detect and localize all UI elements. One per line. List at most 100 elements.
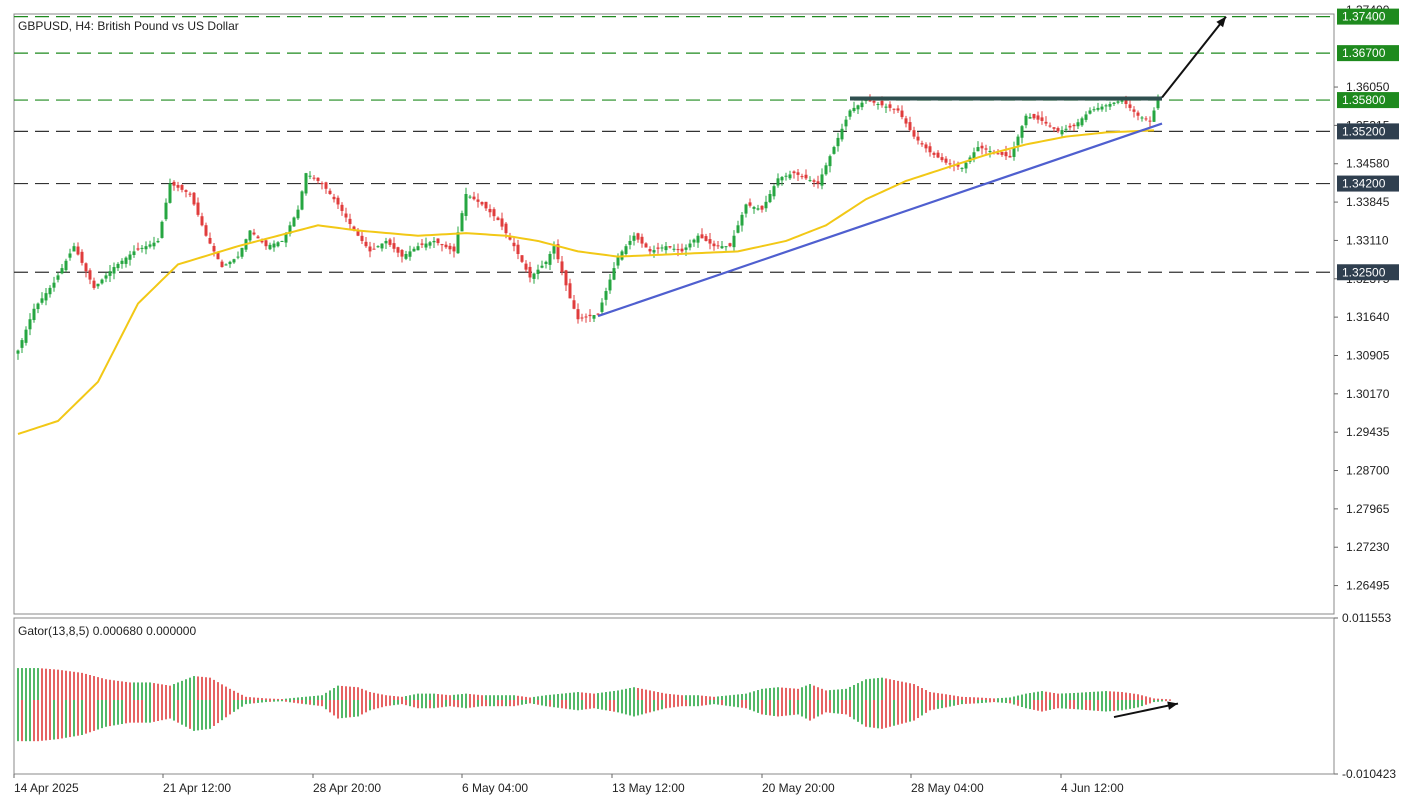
- bull-candle: [604, 291, 608, 300]
- bear-candle: [264, 240, 268, 247]
- bear-candle: [648, 249, 652, 252]
- bull-candle: [276, 242, 280, 247]
- bear-candle: [400, 250, 404, 257]
- bull-candle: [1076, 122, 1080, 127]
- bear-candle: [1144, 118, 1148, 120]
- bull-candle: [1140, 117, 1144, 119]
- bear-candle: [920, 143, 924, 145]
- ascending-trendline[interactable]: [597, 122, 1163, 318]
- bear-candle: [212, 245, 216, 252]
- bear-candle: [448, 245, 452, 250]
- bull-candle: [248, 230, 252, 241]
- bull-candle: [292, 217, 296, 227]
- bull-candle: [44, 293, 48, 301]
- bull-candle: [632, 235, 636, 241]
- bear-candle: [912, 130, 916, 137]
- bull-candle: [28, 319, 32, 330]
- bull-candle: [20, 340, 24, 348]
- bear-candle: [1148, 120, 1152, 122]
- bear-candle: [80, 251, 84, 263]
- breakout-arrow-line: [1161, 15, 1227, 99]
- bull-candle: [240, 247, 244, 257]
- bull-candle: [164, 202, 168, 220]
- bull-candle: [628, 240, 632, 245]
- bull-candle: [1020, 126, 1024, 138]
- bull-candle: [60, 268, 64, 274]
- bear-candle: [792, 171, 796, 174]
- y-tick-label: 1.34580: [1346, 157, 1390, 171]
- bull-candle: [696, 235, 700, 243]
- bull-candle: [424, 243, 428, 248]
- bull-candle: [1112, 102, 1116, 104]
- bull-candle: [72, 246, 76, 252]
- gator-y-tick-label: -0.010423: [1342, 767, 1396, 781]
- main-price-panel[interactable]: 1.360501.353151.345801.338451.331101.323…: [13, 3, 1399, 615]
- bull-candle: [416, 246, 420, 251]
- bull-candle: [1064, 128, 1068, 130]
- bear-candle: [816, 181, 820, 184]
- bear-candle: [708, 239, 712, 244]
- bear-candle: [528, 266, 532, 278]
- bull-candle: [1108, 104, 1112, 107]
- bull-candle: [1100, 106, 1104, 110]
- bear-candle: [576, 309, 580, 320]
- gator-bars-group: [17, 668, 1171, 742]
- bear-candle: [396, 247, 400, 253]
- bear-candle: [500, 218, 504, 227]
- bull-candle: [616, 256, 620, 266]
- bull-candle: [600, 302, 604, 312]
- y-tick-label: 1.30905: [1346, 348, 1390, 362]
- bear-candle: [680, 248, 684, 252]
- y-tick-label: 1.33845: [1346, 195, 1390, 209]
- bull-candle: [456, 232, 460, 254]
- bear-candle: [704, 236, 708, 241]
- gator-indicator-panel[interactable]: 0.011553 -0.010423: [13, 611, 1396, 781]
- bull-candle: [808, 180, 812, 182]
- y-tick-label: 1.27230: [1346, 540, 1390, 554]
- bull-candle: [412, 248, 416, 252]
- bear-candle: [904, 118, 908, 124]
- y-tick-label: 1.30170: [1346, 387, 1390, 401]
- bull-candle: [272, 243, 276, 248]
- bull-candle: [408, 251, 412, 257]
- x-tick-label: 4 Jun 12:00: [1061, 781, 1124, 795]
- bear-candle: [316, 177, 320, 181]
- bull-candle: [1012, 147, 1016, 157]
- bull-candle: [684, 247, 688, 250]
- bull-candle: [68, 253, 72, 258]
- bull-candle: [296, 209, 300, 219]
- bull-candle: [836, 137, 840, 147]
- bear-candle: [364, 241, 368, 247]
- bear-candle: [568, 283, 572, 299]
- bull-candle: [460, 213, 464, 232]
- bear-candle: [932, 152, 936, 155]
- bear-candle: [700, 234, 704, 239]
- bear-candle: [676, 249, 680, 251]
- bull-candle: [976, 147, 980, 152]
- bear-candle: [888, 104, 892, 108]
- bear-candle: [1132, 109, 1136, 112]
- bull-candle: [624, 246, 628, 255]
- bear-candle: [580, 317, 584, 319]
- bull-candle: [788, 174, 792, 179]
- bear-candle: [332, 196, 336, 200]
- bull-candle: [776, 178, 780, 186]
- bull-candle: [228, 261, 232, 265]
- bear-candle: [388, 239, 392, 245]
- bull-candle: [820, 174, 824, 186]
- bull-candle: [860, 102, 864, 108]
- main-panel-frame: [13, 13, 1335, 615]
- bull-candle: [1156, 100, 1160, 109]
- bull-candle: [288, 225, 292, 234]
- bear-candle: [804, 174, 808, 179]
- bull-candle: [132, 251, 136, 256]
- bear-candle: [392, 243, 396, 249]
- bull-candle: [832, 147, 836, 154]
- bear-candle: [520, 255, 524, 262]
- bear-candle: [84, 263, 88, 272]
- bear-candle: [196, 202, 200, 215]
- bull-candle: [744, 204, 748, 214]
- bear-candle: [472, 196, 476, 200]
- bear-candle: [480, 202, 484, 205]
